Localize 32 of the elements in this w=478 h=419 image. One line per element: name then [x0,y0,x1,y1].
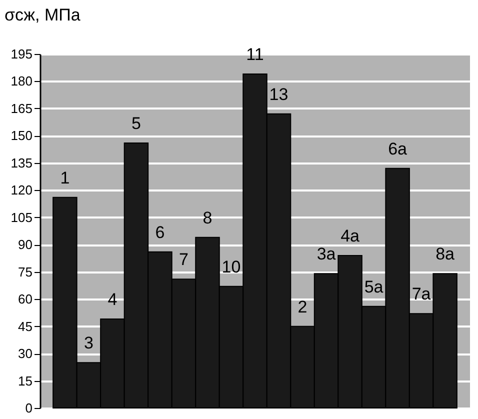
y-tick-label: 90 [18,237,32,252]
y-tick-label: 45 [18,318,32,334]
y-tick-label: 180 [10,74,32,89]
x-tick-label: 2 [298,297,308,316]
y-tick-label: 15 [18,373,32,388]
x-tick-label: 6a [388,139,408,158]
x-tick-label: 11 [246,44,264,64]
y-tick-label: 75 [18,264,32,280]
x-tick-label: 6 [155,222,165,242]
x-tick-label: 8a [436,244,456,264]
x-tick-label: 5 [131,114,141,133]
y-tick-label: 150 [10,128,32,144]
x-tick-label: 13 [269,84,288,104]
y-tick-label: 105 [10,210,32,225]
x-tick-label: 10 [222,257,241,276]
x-tick-label: 5a [364,277,384,296]
x-tick-label: 7 [178,250,188,270]
x-tick-label: 4 [108,290,118,310]
y-tick-label: 135 [10,155,32,170]
y-tick-label: 195 [10,46,32,62]
y-axis-title: σсж, МПа [4,6,81,24]
y-tick-label: 165 [10,100,32,116]
x-tick-label: 8 [202,208,212,228]
y-tick-label: 120 [10,182,32,198]
y-tick-label: 30 [18,346,32,362]
x-tick-label: 3a [316,244,336,264]
x-tick-label: 7a [412,284,432,304]
y-tick-label: 0 [25,400,32,416]
y-tick-label: 60 [18,292,32,307]
x-tick-label: 4a [340,226,360,246]
x-tick-label: 1 [60,168,70,188]
x-tick-label: 3 [84,334,94,353]
